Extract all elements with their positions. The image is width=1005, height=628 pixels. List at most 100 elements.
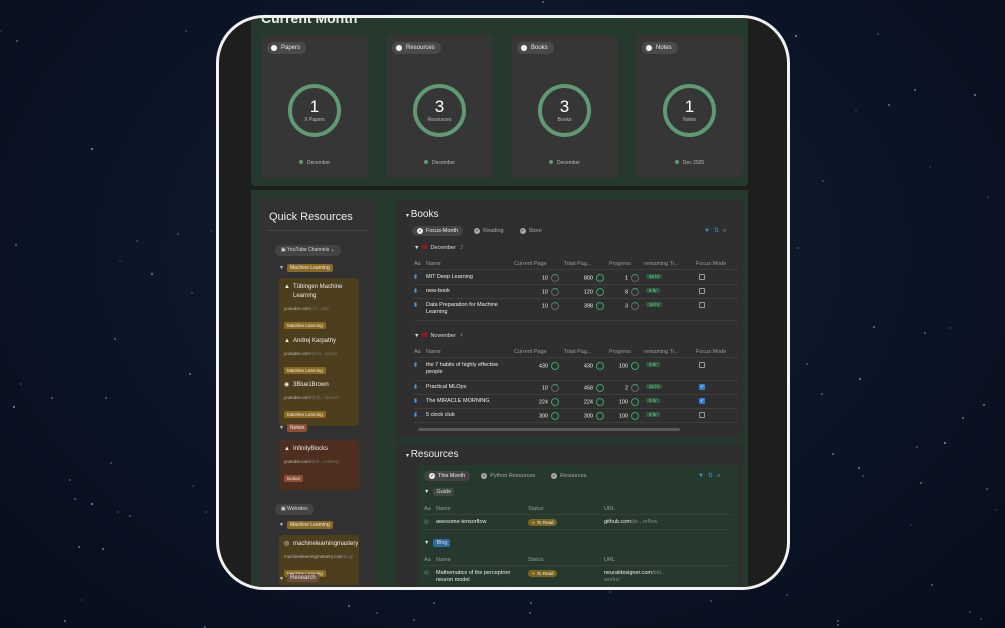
star [74, 498, 76, 500]
focus-mode-checkbox[interactable]: ✓ [699, 398, 705, 404]
youtube-channels-view-button[interactable]: ▣ YouTube Channels ⌄ [275, 245, 341, 256]
column-header[interactable]: Name [436, 506, 451, 512]
resource-name[interactable]: Mathematics of the perceptron neuron mod… [436, 570, 521, 584]
group-header[interactable]: ▼ December 3 [414, 244, 463, 251]
star [114, 338, 116, 340]
book-name[interactable]: new-book [426, 288, 506, 295]
progress-ring-icon [631, 362, 639, 370]
table-row[interactable]: ▮ the 7 habits of highly effective peopl… [414, 359, 737, 381]
book-name[interactable]: the 7 habits of highly effective people [426, 362, 506, 376]
column-header[interactable]: Focus Mode [696, 261, 726, 267]
group-header[interactable]: ▼ Blog [424, 540, 450, 546]
group-header[interactable]: ▼ November 4 [414, 332, 463, 339]
star [78, 546, 80, 548]
star [192, 485, 194, 487]
focus-mode-checkbox[interactable]: ✓ [699, 384, 705, 390]
column-header[interactable]: Progress [609, 349, 631, 355]
column-header[interactable]: Total Pag... [564, 349, 592, 355]
channel-tag: Machine Learning [284, 367, 326, 374]
resource-name[interactable]: awesome-tensorflow [436, 519, 521, 526]
column-header[interactable]: Current Page [514, 349, 547, 355]
column-header[interactable]: Focus Mode [696, 349, 726, 355]
stat-card[interactable]: Books 3 Books December [511, 35, 618, 178]
column-header[interactable]: remaining Ti... [644, 349, 679, 355]
toggle-icon[interactable]: ▼ [279, 576, 284, 582]
sort-icon: ⇅ [714, 228, 723, 234]
table-row[interactable]: ◎ awesome-tensorflow To Read github.com/… [424, 516, 732, 530]
stat-card[interactable]: Papers 1X Papers December [261, 35, 368, 178]
toolbar-icons[interactable]: ▼⇅⌕ [704, 227, 730, 235]
channel-card[interactable]: ▲ InfinityBlocks youtube.com/@In...ocksHQ… [279, 440, 359, 490]
youtube-icon: ▲ [284, 445, 290, 454]
channel-card[interactable]: ▲ Andrej Karpathy youtube.com/@An...rpath… [279, 332, 359, 382]
progress-ring-icon [631, 398, 639, 406]
url-link[interactable]: github.com/jto...orflow [604, 519, 674, 526]
column-header[interactable]: Name [426, 349, 441, 355]
column-header[interactable]: Current Page [514, 261, 547, 267]
table-row[interactable]: ▮ new-book 10 120 8 6 hr [414, 285, 737, 299]
column-header[interactable]: Status [528, 557, 544, 563]
url-link[interactable]: neuraldesigner.com/blo... works/ [604, 570, 674, 584]
star [129, 515, 131, 517]
book-name[interactable]: Data Preparation for Machine Learning [426, 302, 506, 316]
star [189, 373, 191, 375]
channel-domain: youtube.com [284, 395, 310, 400]
focus-mode-checkbox[interactable] [699, 362, 705, 368]
view-tab[interactable]: This Month [424, 471, 470, 481]
table-row[interactable]: ▮ Data Preparation for Machine Learning … [414, 299, 737, 321]
column-header[interactable]: URL [604, 557, 615, 563]
table-row[interactable]: ▮ Practical MLOps 10 458 2 22 hr ✓ [414, 381, 737, 395]
focus-mode-checkbox[interactable] [699, 288, 705, 294]
current-page: 10 [542, 303, 548, 309]
site-domain: machinelearningmastery.com [284, 554, 342, 559]
group-count: 4 [460, 333, 463, 339]
focus-mode-checkbox[interactable] [699, 274, 705, 280]
table-row[interactable]: ◎ Mathematics of the perceptron neuron m… [424, 567, 732, 589]
channel-card[interactable]: ▲ Tübingen Machine Learning youtube.com/c… [279, 278, 359, 337]
column-header[interactable]: Total Pag... [564, 261, 592, 267]
toggle-icon[interactable]: ▼ [279, 425, 284, 431]
table-header: Aa Name Status URL [424, 554, 732, 566]
book-name[interactable]: 5 clock club [426, 412, 506, 419]
toggle-icon[interactable]: ▼ [279, 265, 284, 271]
column-header[interactable]: URL [604, 506, 615, 512]
view-tab[interactable]: Focus-Month [412, 226, 463, 236]
column-header[interactable]: Name [426, 261, 441, 267]
book-name[interactable]: MIT Deep Learning [426, 274, 506, 281]
text-type-icon: Aa [424, 557, 431, 563]
stat-card[interactable]: Notes 1 Notes Dec 2025 [636, 35, 743, 178]
book-name[interactable]: The MIRACLE MORNING [426, 398, 506, 405]
column-header[interactable]: remaining Ti... [644, 261, 679, 267]
websites-view-button[interactable]: ▣ Websites [275, 504, 314, 515]
column-header[interactable]: Progress [609, 261, 631, 267]
table-row[interactable]: ▮ The MIRACLE MORNING 224 224 100 0 hr ✓ [414, 395, 737, 409]
view-tab[interactable]: Python Resources [476, 471, 540, 481]
view-tab[interactable]: Reading [469, 226, 509, 236]
table-row[interactable]: ▮ MIT Deep Learning 10 800 1 48 hr [414, 271, 737, 285]
column-header[interactable]: Status [528, 506, 544, 512]
focus-mode-checkbox[interactable] [699, 412, 705, 418]
search-icon: ⌕ [723, 228, 730, 234]
toggle-icon[interactable]: ▼ [279, 522, 284, 528]
channel-card[interactable]: ◉ 3Blue1Brown youtube.com/@3b...1brown Ma… [279, 376, 359, 426]
focus-mode-checkbox[interactable] [699, 302, 705, 308]
star [986, 488, 988, 490]
remaining-time: 48 hr [646, 274, 662, 279]
group-header[interactable]: ▼ Guide [424, 489, 454, 495]
horizontal-scrollbar[interactable] [418, 428, 680, 431]
books-title[interactable]: Books [406, 209, 438, 220]
column-header[interactable]: Name [436, 557, 451, 563]
toolbar-icons[interactable]: ▼⇅⌕ [698, 472, 724, 480]
stat-card[interactable]: Resources 3 Resources December [386, 35, 493, 178]
view-tab[interactable]: Resources [546, 471, 591, 481]
globe-icon: ◎ [284, 540, 289, 549]
book-name[interactable]: Practical MLOps [426, 384, 506, 391]
table-row[interactable]: ▮ 5 clock club 300 300 100 0 hr [414, 409, 737, 423]
site-name: machinelearningmastery [293, 541, 358, 547]
star [20, 383, 22, 385]
star [949, 327, 951, 329]
view-tab[interactable]: Store [515, 226, 547, 236]
star [529, 612, 531, 614]
current-page: 224 [539, 399, 548, 405]
resources-title[interactable]: Resources [406, 449, 459, 460]
